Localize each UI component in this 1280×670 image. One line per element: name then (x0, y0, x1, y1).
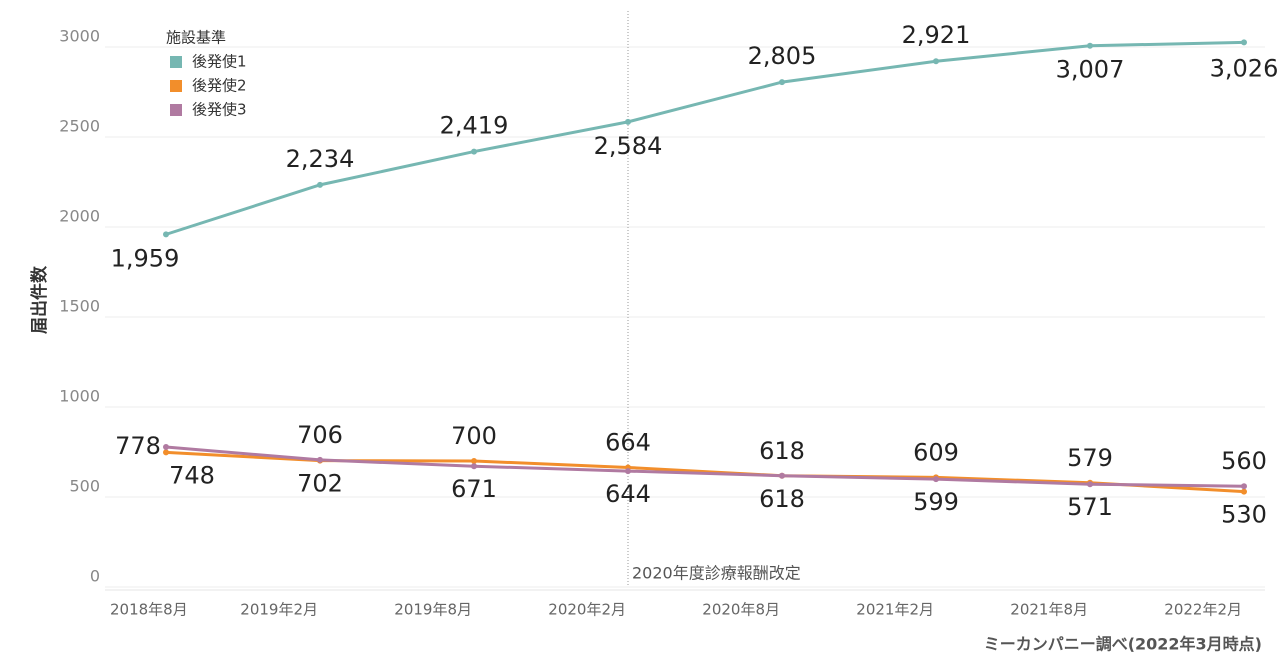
x-tick-label: 2022年2月 (1164, 601, 1242, 619)
y-axis-title: 届出件数 (29, 265, 50, 334)
point (933, 476, 939, 483)
x-tick-label: 2019年2月 (240, 601, 318, 619)
data-label: 618 (759, 437, 805, 465)
legend-swatch (170, 56, 182, 68)
source-note: ミーカンパニー調べ(2022年3月時点) (984, 635, 1262, 654)
data-label: 618 (759, 485, 805, 513)
legend-swatch (170, 104, 182, 116)
point (1241, 488, 1247, 495)
data-label: 671 (451, 475, 497, 503)
data-label: 3,026 (1210, 54, 1279, 82)
data-label: 2,419 (440, 112, 509, 140)
data-label: 702 (297, 470, 343, 498)
point (317, 456, 323, 463)
legend-title: 施設基準 (166, 29, 226, 47)
series-line (165, 445, 1245, 488)
data-label: 778 (115, 432, 161, 460)
x-tick-label: 2020年2月 (548, 601, 626, 619)
y-tick-label: 1000 (59, 387, 100, 406)
data-label: 664 (605, 428, 651, 456)
point (779, 79, 785, 86)
data-label: 706 (297, 421, 343, 449)
point (471, 148, 477, 155)
data-label: 2,805 (748, 42, 817, 70)
x-tick-label: 2019年8月 (394, 601, 472, 619)
y-tick-label: 0 (90, 567, 100, 586)
data-label: 599 (913, 488, 959, 516)
point (163, 443, 169, 450)
series-line (165, 40, 1245, 236)
point (1087, 481, 1093, 488)
data-label: 609 (913, 438, 959, 466)
data-label: 2,234 (286, 145, 355, 173)
y-tick-label: 1500 (59, 297, 100, 316)
y-tick-label: 3000 (59, 27, 100, 46)
point (933, 58, 939, 65)
point (625, 468, 631, 475)
annotation: 2020年度診療報酬改定 (632, 564, 801, 583)
point (163, 231, 169, 238)
point (1087, 42, 1093, 49)
point (625, 118, 631, 125)
data-label: 2,921 (902, 21, 971, 49)
point (1241, 483, 1247, 490)
x-tick-label: 2018年8月 (110, 601, 188, 619)
data-label: 748 (169, 461, 215, 489)
point (1241, 39, 1247, 46)
data-label: 1,959 (111, 244, 180, 272)
data-label: 644 (605, 480, 651, 508)
legend-label: 後発使3 (192, 101, 247, 119)
point (471, 458, 477, 464)
y-tick-label: 2500 (59, 117, 100, 136)
point (471, 463, 477, 470)
y-tick-label: 500 (69, 477, 100, 496)
point (779, 472, 785, 479)
legend-label: 後発使2 (192, 77, 247, 95)
data-label: 2,584 (594, 132, 663, 160)
point (317, 181, 323, 188)
x-tick-label: 2021年8月 (1010, 601, 1088, 619)
data-label: 700 (451, 422, 497, 450)
data-label: 3,007 (1056, 56, 1125, 84)
y-tick-label: 2000 (59, 207, 100, 226)
data-label: 530 (1221, 501, 1267, 529)
x-tick-label: 2020年8月 (702, 601, 780, 619)
point (163, 449, 169, 456)
x-tick-label: 2021年2月 (856, 601, 934, 619)
legend-label: 後発使1 (192, 53, 247, 71)
data-label: 560 (1221, 447, 1267, 475)
data-label: 579 (1067, 444, 1113, 472)
data-label: 571 (1067, 493, 1113, 521)
legend-swatch (170, 80, 182, 92)
